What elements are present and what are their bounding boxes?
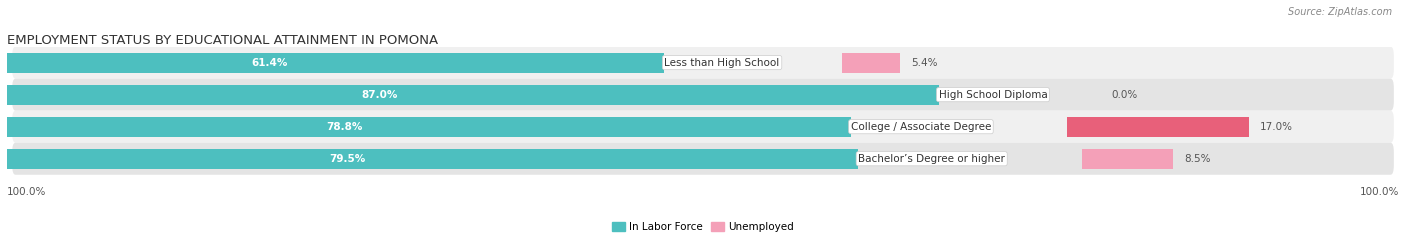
Bar <box>1083 149 1174 169</box>
Bar <box>7 149 858 169</box>
FancyBboxPatch shape <box>13 143 1393 175</box>
FancyBboxPatch shape <box>13 79 1393 111</box>
Text: EMPLOYMENT STATUS BY EDUCATIONAL ATTAINMENT IN POMONA: EMPLOYMENT STATUS BY EDUCATIONAL ATTAINM… <box>7 34 439 47</box>
Text: 5.4%: 5.4% <box>911 58 938 68</box>
Text: 0.0%: 0.0% <box>1112 90 1137 100</box>
Text: 87.0%: 87.0% <box>361 90 398 100</box>
Bar <box>7 53 665 72</box>
Text: 79.5%: 79.5% <box>329 154 366 164</box>
Text: 17.0%: 17.0% <box>1260 122 1294 132</box>
Text: 100.0%: 100.0% <box>7 187 46 197</box>
FancyBboxPatch shape <box>13 47 1393 79</box>
Bar <box>7 85 939 105</box>
Text: 61.4%: 61.4% <box>252 58 288 68</box>
Text: Source: ZipAtlas.com: Source: ZipAtlas.com <box>1288 7 1392 17</box>
Bar <box>7 117 851 137</box>
FancyBboxPatch shape <box>13 111 1393 143</box>
Bar <box>1067 117 1250 137</box>
Text: High School Diploma: High School Diploma <box>939 90 1047 100</box>
Text: 78.8%: 78.8% <box>326 122 363 132</box>
Text: Bachelor’s Degree or higher: Bachelor’s Degree or higher <box>858 154 1005 164</box>
Text: Less than High School: Less than High School <box>665 58 780 68</box>
Bar <box>842 53 900 72</box>
Text: College / Associate Degree: College / Associate Degree <box>851 122 991 132</box>
Legend: In Labor Force, Unemployed: In Labor Force, Unemployed <box>609 218 797 233</box>
Text: 8.5%: 8.5% <box>1184 154 1211 164</box>
Text: 100.0%: 100.0% <box>1360 187 1399 197</box>
